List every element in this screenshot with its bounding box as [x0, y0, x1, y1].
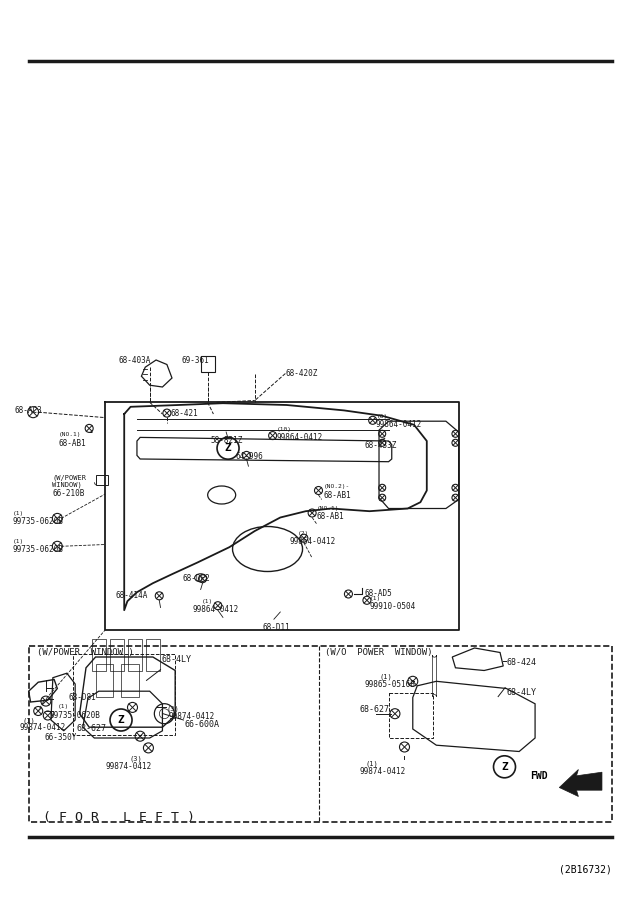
Text: 68-4LY: 68-4LY	[161, 655, 191, 664]
Text: (W/POWER: (W/POWER	[52, 474, 86, 481]
Text: 99874-0412: 99874-0412	[169, 712, 215, 721]
Text: 66-210B: 66-210B	[52, 489, 85, 498]
Text: 68-424: 68-424	[506, 658, 536, 667]
Text: 69-361: 69-361	[182, 356, 210, 365]
Text: (1): (1)	[369, 596, 381, 601]
Text: 68-421: 68-421	[171, 409, 199, 418]
Bar	[128, 639, 142, 670]
Polygon shape	[559, 770, 602, 796]
Text: Z: Z	[501, 761, 508, 772]
Text: ( F O R   L E F T ): ( F O R L E F T )	[43, 811, 196, 824]
Text: Z: Z	[118, 715, 124, 725]
Bar	[146, 639, 160, 670]
Text: (10): (10)	[276, 427, 292, 432]
Text: 99735-0620B: 99735-0620B	[13, 518, 64, 526]
Text: 99874-0412: 99874-0412	[106, 762, 152, 771]
Text: 58-821Z: 58-821Z	[210, 436, 243, 445]
Text: 68-AB1: 68-AB1	[324, 491, 352, 500]
Bar	[96, 664, 113, 697]
Bar	[121, 664, 139, 697]
Bar	[96, 475, 108, 485]
Text: 68-D81: 68-D81	[69, 693, 97, 702]
Text: (2): (2)	[298, 531, 310, 536]
Text: 99735-0620B: 99735-0620B	[13, 545, 64, 554]
Text: (3): (3)	[167, 706, 180, 712]
Text: 68-414A: 68-414A	[116, 591, 148, 600]
Text: (W/POWER  WINDOW ): (W/POWER WINDOW )	[37, 648, 134, 657]
Text: 68-4LY: 68-4LY	[506, 688, 536, 697]
Text: (6): (6)	[377, 414, 389, 419]
Text: (1): (1)	[22, 717, 35, 724]
Text: (3): (3)	[129, 756, 142, 762]
Bar	[201, 356, 215, 372]
Text: 99864-0412: 99864-0412	[192, 605, 239, 614]
Text: FWD: FWD	[530, 770, 548, 781]
Text: 99864-0412: 99864-0412	[289, 537, 336, 546]
Text: 66-600A: 66-600A	[185, 720, 220, 729]
Text: 99735-0620B: 99735-0620B	[50, 711, 101, 720]
Text: (1): (1)	[365, 760, 378, 767]
Text: 68-AD5: 68-AD5	[364, 589, 392, 598]
Text: 68-D11: 68-D11	[262, 623, 290, 632]
Text: 68-AB1: 68-AB1	[317, 512, 345, 521]
Text: (NO.1): (NO.1)	[59, 432, 81, 437]
Text: (1): (1)	[13, 539, 24, 544]
Text: 68-627: 68-627	[360, 705, 390, 714]
Text: (2B16732): (2B16732)	[559, 864, 612, 874]
Text: (NO.2)-: (NO.2)-	[324, 484, 350, 490]
Text: (W/O  POWER  WINDOW): (W/O POWER WINDOW)	[325, 648, 433, 657]
Text: 68-403A: 68-403A	[119, 356, 151, 365]
Text: 99864-0412: 99864-0412	[276, 433, 323, 442]
Text: 66-350Y: 66-350Y	[45, 734, 77, 742]
Text: (1): (1)	[57, 704, 69, 709]
Text: (1): (1)	[201, 598, 213, 604]
Text: WINDOW): WINDOW)	[52, 482, 82, 488]
Text: 99874-0412: 99874-0412	[19, 723, 66, 732]
Text: 68-433Z: 68-433Z	[364, 441, 397, 450]
Text: 99865-0516B: 99865-0516B	[364, 680, 415, 689]
Text: 64-996: 64-996	[236, 452, 264, 461]
Text: 68-AC3: 68-AC3	[14, 406, 42, 415]
Text: 99864-0412: 99864-0412	[376, 420, 422, 429]
Text: 99910-0504: 99910-0504	[369, 602, 416, 611]
Text: 68-AB1: 68-AB1	[59, 439, 87, 448]
Text: (1): (1)	[380, 673, 392, 680]
Text: 99874-0412: 99874-0412	[359, 767, 406, 776]
Bar	[110, 639, 124, 670]
Text: Z: Z	[225, 443, 231, 454]
Text: 68-627: 68-627	[76, 724, 106, 733]
Text: (NO.1): (NO.1)	[317, 506, 339, 511]
Bar	[92, 639, 106, 670]
Text: 68-DF2: 68-DF2	[183, 574, 211, 583]
Text: (1): (1)	[13, 511, 24, 517]
Text: 68-420Z: 68-420Z	[285, 369, 318, 378]
